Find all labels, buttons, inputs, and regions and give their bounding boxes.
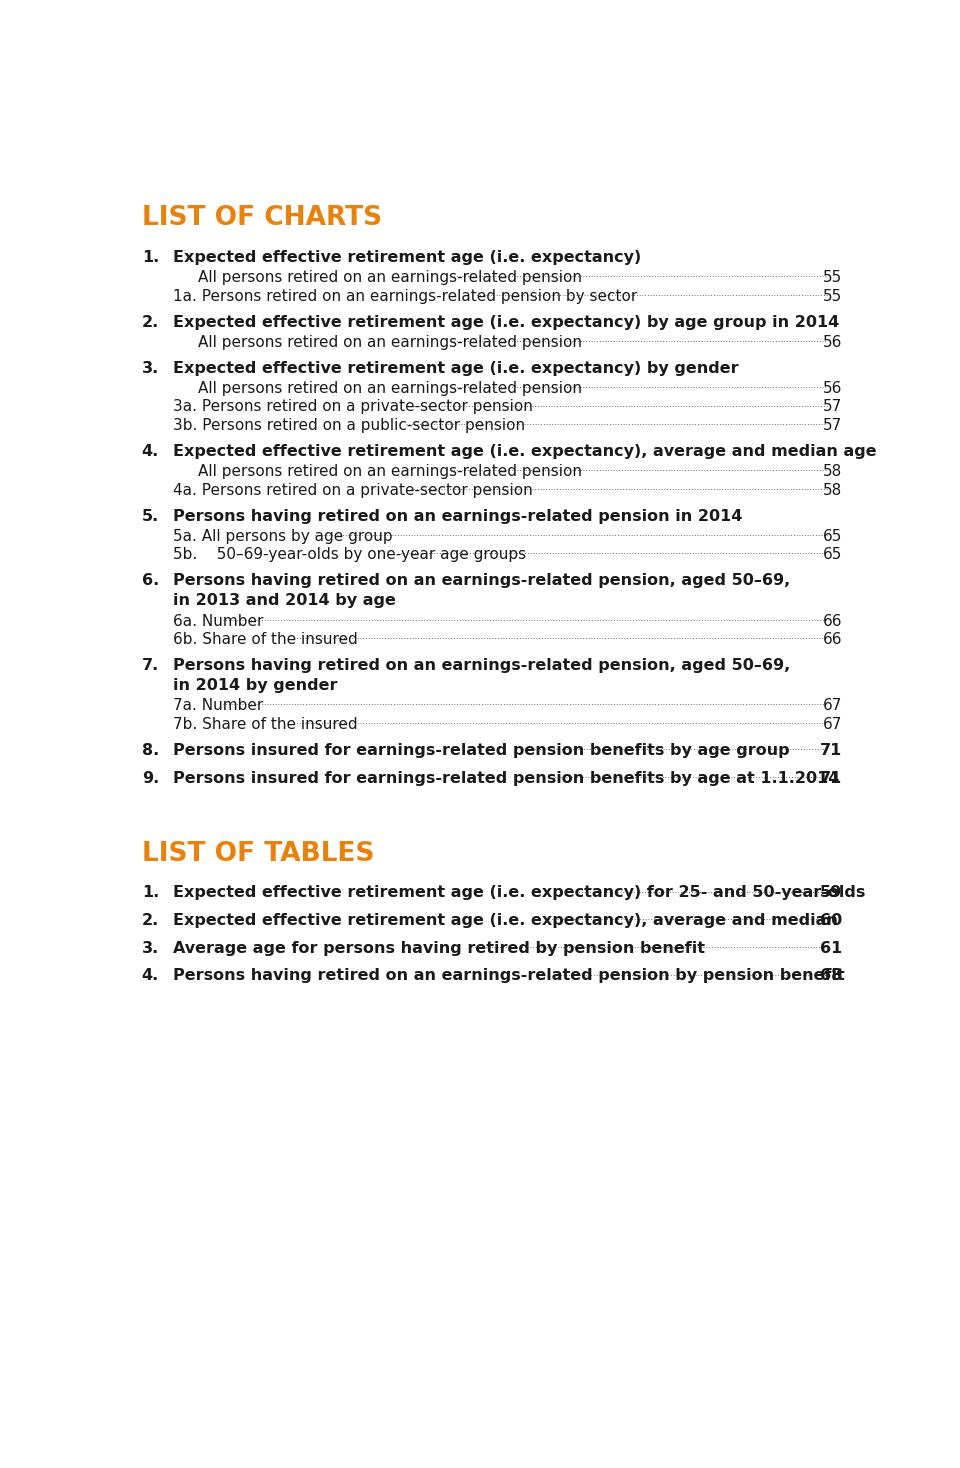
- Text: 1.: 1.: [142, 250, 159, 266]
- Text: Expected effective retirement age (i.e. expectancy) by age group in 2014: Expected effective retirement age (i.e. …: [173, 314, 839, 330]
- Text: 58: 58: [823, 464, 842, 479]
- Text: in 2013 and 2014 by age: in 2013 and 2014 by age: [173, 593, 396, 609]
- Text: 57: 57: [823, 399, 842, 414]
- Text: 3a. Persons retired on a private-sector pension: 3a. Persons retired on a private-sector …: [173, 399, 533, 414]
- Text: 61: 61: [820, 941, 842, 956]
- Text: Expected effective retirement age (i.e. expectancy) by gender: Expected effective retirement age (i.e. …: [173, 361, 738, 376]
- Text: LIST OF CHARTS: LIST OF CHARTS: [142, 206, 382, 232]
- Text: 67: 67: [823, 699, 842, 713]
- Text: 4a. Persons retired on a private-sector pension: 4a. Persons retired on a private-sector …: [173, 483, 533, 498]
- Text: 7.: 7.: [142, 658, 159, 674]
- Text: 56: 56: [823, 335, 842, 349]
- Text: in 2014 by gender: in 2014 by gender: [173, 678, 337, 693]
- Text: 71: 71: [820, 743, 842, 757]
- Text: 1.: 1.: [142, 885, 159, 900]
- Text: 5a. All persons by age group: 5a. All persons by age group: [173, 528, 393, 543]
- Text: 2.: 2.: [142, 314, 159, 330]
- Text: 3b. Persons retired on a public-sector pension: 3b. Persons retired on a public-sector p…: [173, 418, 525, 433]
- Text: Persons having retired on an earnings-related pension by pension benefit: Persons having retired on an earnings-re…: [173, 969, 845, 984]
- Text: Expected effective retirement age (i.e. expectancy) for 25- and 50-year-olds: Expected effective retirement age (i.e. …: [173, 885, 865, 900]
- Text: 6.: 6.: [142, 574, 159, 589]
- Text: 65: 65: [823, 528, 842, 543]
- Text: 67: 67: [823, 716, 842, 731]
- Text: 66: 66: [823, 614, 842, 628]
- Text: 57: 57: [823, 418, 842, 433]
- Text: 59: 59: [820, 885, 842, 900]
- Text: 8.: 8.: [142, 743, 159, 757]
- Text: All persons retired on an earnings-related pension: All persons retired on an earnings-relat…: [198, 464, 582, 479]
- Text: 9.: 9.: [142, 771, 159, 785]
- Text: 56: 56: [823, 382, 842, 396]
- Text: 6b. Share of the insured: 6b. Share of the insured: [173, 633, 357, 647]
- Text: Average age for persons having retired by pension benefit: Average age for persons having retired b…: [173, 941, 705, 956]
- Text: 65: 65: [823, 548, 842, 562]
- Text: Expected effective retirement age (i.e. expectancy), average and median: Expected effective retirement age (i.e. …: [173, 913, 837, 928]
- Text: 7a. Number: 7a. Number: [173, 699, 263, 713]
- Text: Persons insured for earnings-related pension benefits by age at 1.1.2014: Persons insured for earnings-related pen…: [173, 771, 839, 785]
- Text: Persons having retired on an earnings-related pension in 2014: Persons having retired on an earnings-re…: [173, 509, 742, 524]
- Text: Persons insured for earnings-related pension benefits by age group: Persons insured for earnings-related pen…: [173, 743, 789, 757]
- Text: All persons retired on an earnings-related pension: All persons retired on an earnings-relat…: [198, 270, 582, 285]
- Text: 58: 58: [823, 483, 842, 498]
- Text: Expected effective retirement age (i.e. expectancy), average and median age: Expected effective retirement age (i.e. …: [173, 445, 876, 459]
- Text: 7b. Share of the insured: 7b. Share of the insured: [173, 716, 357, 731]
- Text: 55: 55: [823, 270, 842, 285]
- Text: 55: 55: [823, 289, 842, 304]
- Text: All persons retired on an earnings-related pension: All persons retired on an earnings-relat…: [198, 382, 582, 396]
- Text: 2.: 2.: [142, 913, 159, 928]
- Text: 71: 71: [820, 771, 842, 785]
- Text: 4.: 4.: [142, 445, 159, 459]
- Text: 6a. Number: 6a. Number: [173, 614, 263, 628]
- Text: 66: 66: [823, 633, 842, 647]
- Text: 68: 68: [820, 969, 842, 984]
- Text: Persons having retired on an earnings-related pension, aged 50–69,: Persons having retired on an earnings-re…: [173, 658, 790, 674]
- Text: Persons having retired on an earnings-related pension, aged 50–69,: Persons having retired on an earnings-re…: [173, 574, 790, 589]
- Text: 3.: 3.: [142, 941, 159, 956]
- Text: 3.: 3.: [142, 361, 159, 376]
- Text: 1a. Persons retired on an earnings-related pension by sector: 1a. Persons retired on an earnings-relat…: [173, 289, 636, 304]
- Text: 4.: 4.: [142, 969, 159, 984]
- Text: 5.: 5.: [142, 509, 159, 524]
- Text: 5b.    50–69-year-olds by one-year age groups: 5b. 50–69-year-olds by one-year age grou…: [173, 548, 526, 562]
- Text: Expected effective retirement age (i.e. expectancy): Expected effective retirement age (i.e. …: [173, 250, 641, 266]
- Text: All persons retired on an earnings-related pension: All persons retired on an earnings-relat…: [198, 335, 582, 349]
- Text: 60: 60: [820, 913, 842, 928]
- Text: LIST OF TABLES: LIST OF TABLES: [142, 841, 374, 866]
